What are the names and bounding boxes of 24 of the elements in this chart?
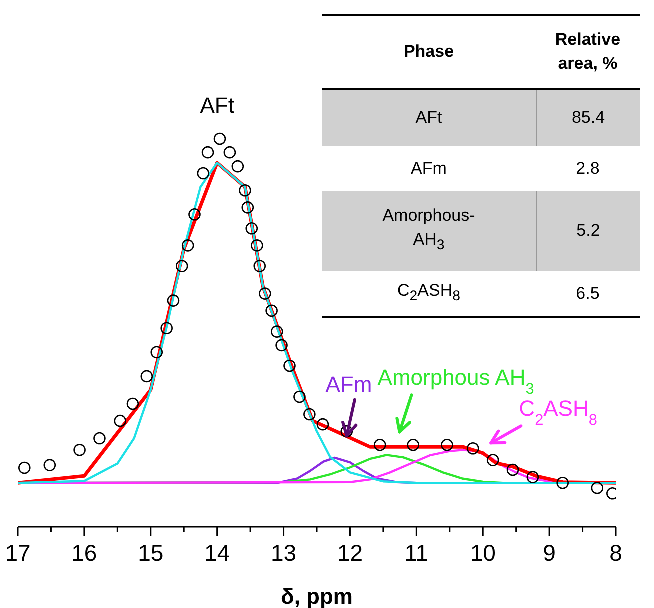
annotation: AFm [411,158,447,180]
annotation: 5.2 [576,220,600,242]
text: AFt [200,93,234,118]
text: AFt [416,108,442,127]
x-tick-label: 9 [543,540,556,566]
x-tick-label: 16 [72,540,98,566]
x-tick-label: 13 [270,540,297,566]
x-tick-label: 8 [610,540,622,566]
x-tick-label: 10 [470,540,496,566]
x-tick-label: 12 [337,540,364,566]
x-tick-label: 15 [138,540,164,566]
text: Relative area, % [555,30,621,73]
x-tick-label: 14 [204,540,230,566]
text: Amorphous AH$_{3}$ [378,365,534,398]
annotation: 6.5 [576,282,600,304]
x-tick-label: 11 [404,540,429,566]
annotation: Amorphous-AH$_{3}$ [382,205,476,256]
text: AFm [326,372,372,397]
annotation: C$_{2}$ASH$_{8}$ [398,280,460,306]
text: Phase [404,42,454,61]
x-tick-label: 17 [5,540,31,566]
annotation: 2.8 [576,158,600,180]
text: 85.4 [572,108,606,127]
series-label: C$_{2}$ASH$_{8}$ [519,396,598,429]
